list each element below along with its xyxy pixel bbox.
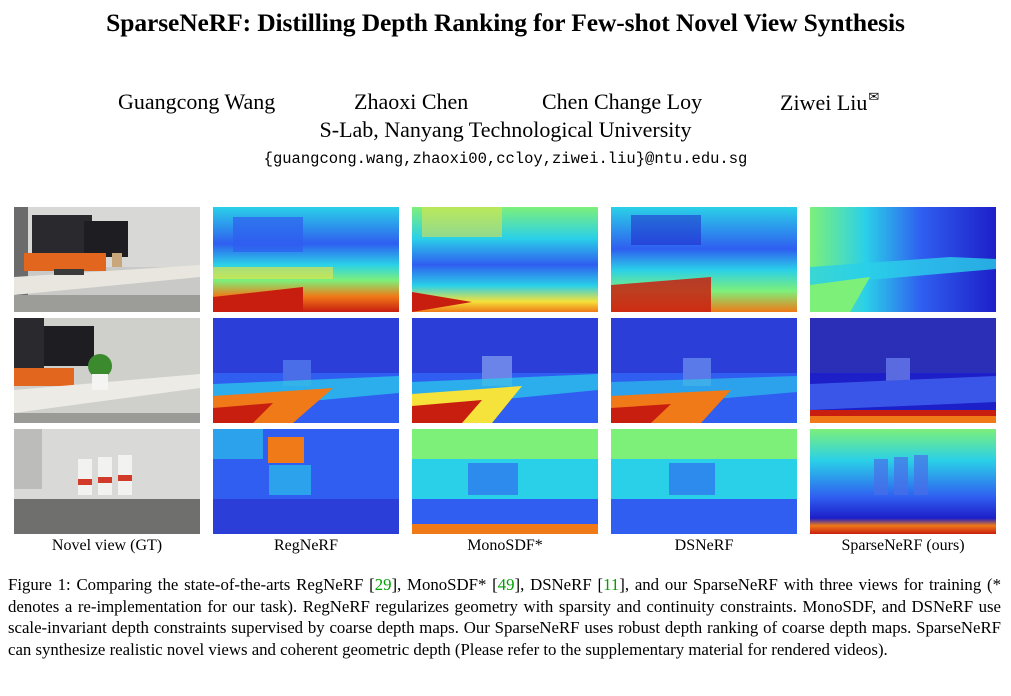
paper-title: SparseNeRF: Distilling Depth Ranking for… xyxy=(106,8,905,37)
author-name: Chen Change Loy xyxy=(542,89,703,114)
depth-map-monosdf-row2 xyxy=(412,318,598,423)
photo-room-boxes xyxy=(14,429,200,534)
depth-map-sparsenerf-row3 xyxy=(810,429,996,534)
author-list: Guangcong Wang Zhaoxi Chen Chen Change L… xyxy=(0,89,1011,117)
author-name: Guangcong Wang xyxy=(118,89,276,114)
citation-link[interactable]: 29 xyxy=(374,575,392,594)
author-emails: {guangcong.wang,zhaoxi00,ccloy,ziwei.liu… xyxy=(263,150,748,168)
caption-text: ], and our SparseNeRF with three views f… xyxy=(8,575,1002,659)
depth-map-regnerf-row1 xyxy=(213,207,399,312)
depth-map-dsnerf-row1 xyxy=(611,207,797,312)
figure-caption: Figure 1: Comparing the state-of-the-art… xyxy=(8,574,1001,660)
author-name: Zhaoxi Chen xyxy=(354,89,469,114)
photo-office-desk-monitors xyxy=(14,207,200,312)
depth-map-monosdf-row3 xyxy=(412,429,598,534)
caption-text: ], DSNeRF [ xyxy=(514,575,604,594)
citation-link[interactable]: 11 xyxy=(603,575,620,594)
author-name: Ziwei Liu xyxy=(780,90,868,115)
photo-office-desk-plant xyxy=(14,318,200,423)
envelope-icon: ✉ xyxy=(868,89,880,104)
depth-map-dsnerf-row3 xyxy=(611,429,797,534)
caption-text: ], MonoSDF* [ xyxy=(391,575,498,594)
column-label: DSNeRF xyxy=(674,537,734,554)
column-label: MonoSDF* xyxy=(467,537,543,554)
depth-map-sparsenerf-row1 xyxy=(810,207,996,312)
depth-map-monosdf-row1 xyxy=(412,207,598,312)
depth-map-regnerf-row2 xyxy=(213,318,399,423)
depth-map-sparsenerf-row2 xyxy=(810,318,996,423)
column-label: SparseNeRF (ours) xyxy=(841,537,965,554)
author-name-corresponding: Ziwei Liu✉ xyxy=(780,89,879,116)
column-label: Novel view (GT) xyxy=(51,537,163,554)
affiliation: S-Lab, Nanyang Technological University xyxy=(319,117,692,142)
citation-link[interactable]: 49 xyxy=(497,575,515,594)
caption-text: Figure 1: Comparing the state-of-the-art… xyxy=(8,575,375,594)
depth-map-regnerf-row3 xyxy=(213,429,399,534)
column-label: RegNeRF xyxy=(274,537,338,554)
depth-map-dsnerf-row2 xyxy=(611,318,797,423)
